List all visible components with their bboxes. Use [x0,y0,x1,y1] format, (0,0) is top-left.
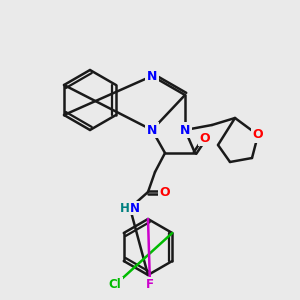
Text: N: N [147,124,157,136]
Text: N: N [130,202,140,214]
Text: F: F [146,278,154,292]
Text: O: O [160,185,170,199]
Text: N: N [147,70,157,83]
Text: O: O [200,131,210,145]
Text: H: H [120,202,130,214]
Text: O: O [253,128,263,142]
Text: Cl: Cl [109,278,122,292]
Text: N: N [180,124,190,136]
